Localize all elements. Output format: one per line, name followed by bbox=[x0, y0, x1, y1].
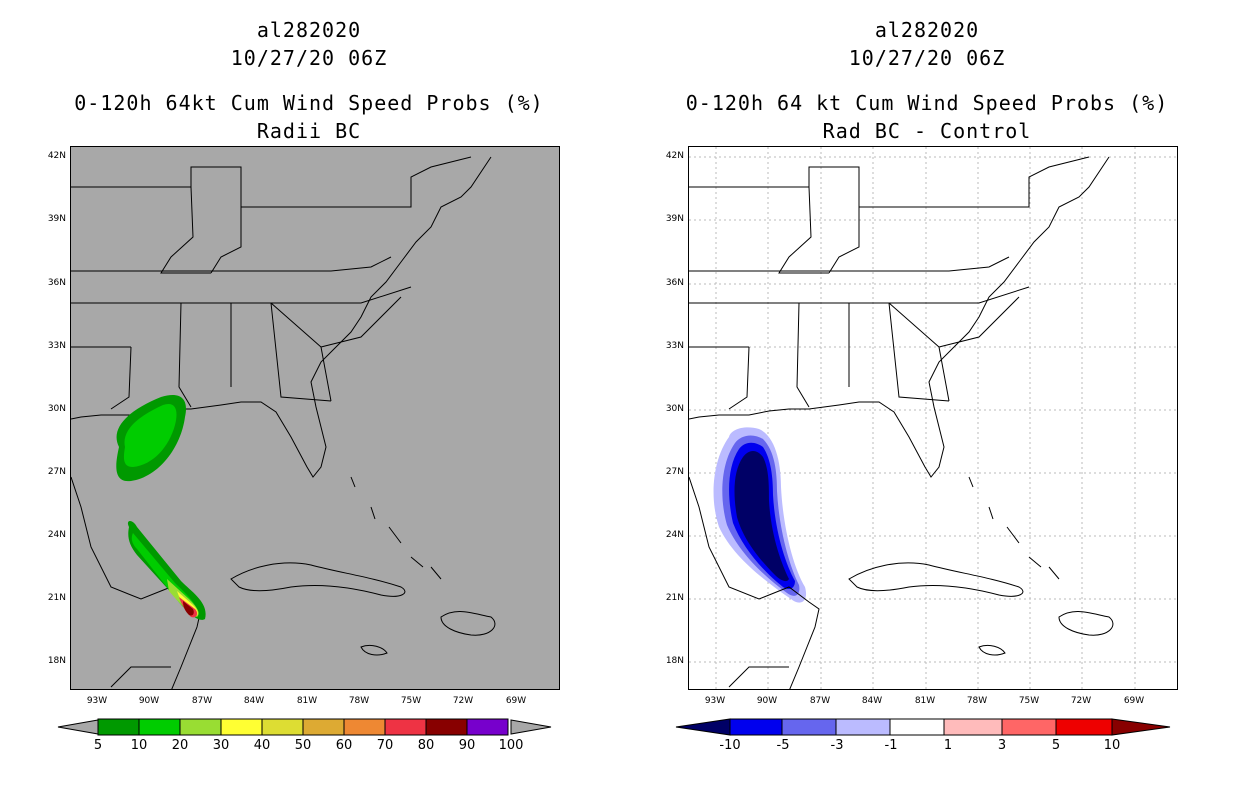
right-lon-label-0: 93W bbox=[704, 696, 726, 706]
left-cbar-label-0: 5 bbox=[93, 738, 103, 753]
right-gridlines bbox=[689, 147, 1177, 689]
left-colorbar-over-arrow bbox=[510, 719, 552, 735]
left-lat-label-5: 27N bbox=[47, 467, 66, 477]
left-cbar-label-9: 90 bbox=[458, 738, 476, 753]
left-lat-label-4: 30N bbox=[47, 404, 66, 414]
left-map-svg bbox=[71, 156, 496, 689]
left-colorbar-box bbox=[97, 718, 140, 736]
right-coastline-layer bbox=[689, 156, 1114, 689]
right-colorbar-box bbox=[889, 718, 945, 736]
right-cbar-label-7: 10 bbox=[1103, 738, 1121, 753]
right-cbar-label-4: 1 bbox=[943, 738, 953, 753]
left-colorbar-box bbox=[302, 718, 345, 736]
left-lon-label-3: 84W bbox=[243, 696, 265, 706]
right-lat-label-8: 18N bbox=[665, 656, 684, 666]
right-lat-label-3: 33N bbox=[665, 341, 684, 351]
right-lon-label-5: 78W bbox=[966, 696, 988, 706]
right-lon-label-7: 72W bbox=[1070, 696, 1092, 706]
left-lon-label-6: 75W bbox=[400, 696, 422, 706]
right-colorbar-box bbox=[781, 718, 837, 736]
left-colorbar-box bbox=[220, 718, 263, 736]
right-colorbar-box bbox=[1001, 718, 1057, 736]
right-cbar-label-1: -5 bbox=[776, 738, 790, 753]
left-cbar-label-5: 50 bbox=[294, 738, 312, 753]
left-lat-label-2: 36N bbox=[47, 278, 66, 288]
right-map bbox=[688, 146, 1178, 690]
right-lat-label-4: 30N bbox=[665, 404, 684, 414]
left-cbar-label-1: 10 bbox=[130, 738, 148, 753]
right-cbar-label-0: -10 bbox=[719, 738, 741, 753]
right-colorbar-box bbox=[1055, 718, 1113, 736]
left-colorbar-box bbox=[343, 718, 386, 736]
left-cbar-label-3: 30 bbox=[212, 738, 230, 753]
left-colorbar-box bbox=[384, 718, 427, 736]
right-lon-label-8: 69W bbox=[1123, 696, 1145, 706]
right-colorbar-box bbox=[729, 718, 783, 736]
right-lon-label-6: 75W bbox=[1018, 696, 1040, 706]
left-panel: al282020 10/27/20 06Z 0-120h 64kt Cum Wi… bbox=[47, 18, 560, 753]
right-lon-label-2: 87W bbox=[809, 696, 831, 706]
left-lat-label-1: 39N bbox=[47, 214, 66, 224]
left-cbar-label-8: 80 bbox=[417, 738, 435, 753]
right-subtitle: Rad BC - Control bbox=[822, 119, 1032, 143]
left-colorbar-box bbox=[425, 718, 468, 736]
left-colorbar-box bbox=[138, 718, 181, 736]
left-lat-label-8: 18N bbox=[47, 656, 66, 666]
right-colorbar-over-arrow bbox=[1111, 718, 1171, 736]
left-lon-label-4: 81W bbox=[296, 696, 318, 706]
left-cbar-label-4: 40 bbox=[253, 738, 271, 753]
right-datetime: 10/27/20 06Z bbox=[848, 46, 1006, 70]
left-lat-label-3: 33N bbox=[47, 341, 66, 351]
right-lat-label-1: 39N bbox=[665, 214, 684, 224]
right-title: 0-120h 64 kt Cum Wind Speed Probs (%) bbox=[685, 91, 1169, 115]
right-difference-contours bbox=[713, 427, 807, 603]
left-subtitle: Radii BC bbox=[256, 119, 362, 143]
right-lat-label-6: 24N bbox=[665, 530, 684, 540]
left-colorbar-box bbox=[261, 718, 304, 736]
left-colorbar bbox=[57, 718, 552, 736]
right-cbar-label-6: 5 bbox=[1051, 738, 1061, 753]
left-colorbar-under-arrow bbox=[57, 719, 99, 735]
right-map-svg bbox=[689, 147, 1177, 689]
left-cbar-label-2: 20 bbox=[171, 738, 189, 753]
left-title: 0-120h 64kt Cum Wind Speed Probs (%) bbox=[74, 91, 544, 115]
right-colorbar-box bbox=[943, 718, 1003, 736]
left-lon-label-8: 69W bbox=[505, 696, 527, 706]
right-lat-label-0: 42N bbox=[665, 151, 684, 161]
left-lat-label-0: 42N bbox=[47, 151, 66, 161]
right-cbar-label-3: -1 bbox=[884, 738, 898, 753]
left-colorbar-box bbox=[466, 718, 509, 736]
left-probability-contours bbox=[116, 395, 206, 620]
left-lat-label-7: 21N bbox=[47, 593, 66, 603]
left-lon-label-2: 87W bbox=[191, 696, 213, 706]
right-colorbar bbox=[675, 718, 1171, 736]
left-cbar-label-6: 60 bbox=[335, 738, 353, 753]
right-lat-label-2: 36N bbox=[665, 278, 684, 288]
right-lat-label-5: 27N bbox=[665, 467, 684, 477]
left-lon-label-7: 72W bbox=[452, 696, 474, 706]
left-cbar-label-10: 100 bbox=[498, 738, 524, 753]
right-cbar-label-2: -3 bbox=[830, 738, 844, 753]
left-storm-id: al282020 bbox=[256, 18, 362, 42]
left-colorbar-box bbox=[179, 718, 222, 736]
right-lon-label-4: 81W bbox=[914, 696, 936, 706]
right-lon-label-3: 84W bbox=[861, 696, 883, 706]
right-panel: al282020 10/27/20 06Z 0-120h 64 kt Cum W… bbox=[618, 0, 1236, 800]
left-datetime: 10/27/20 06Z bbox=[230, 46, 388, 70]
right-lon-label-1: 90W bbox=[756, 696, 778, 706]
left-lon-label-0: 93W bbox=[86, 696, 108, 706]
left-lon-label-1: 90W bbox=[138, 696, 160, 706]
right-colorbar-under-arrow bbox=[675, 718, 731, 736]
right-lat-label-7: 21N bbox=[665, 593, 684, 603]
right-storm-id: al282020 bbox=[874, 18, 980, 42]
right-cbar-label-5: 3 bbox=[997, 738, 1007, 753]
left-lon-label-5: 78W bbox=[348, 696, 370, 706]
left-lat-label-6: 24N bbox=[47, 530, 66, 540]
left-cbar-label-7: 70 bbox=[376, 738, 394, 753]
right-colorbar-box bbox=[835, 718, 891, 736]
left-map bbox=[70, 146, 560, 690]
